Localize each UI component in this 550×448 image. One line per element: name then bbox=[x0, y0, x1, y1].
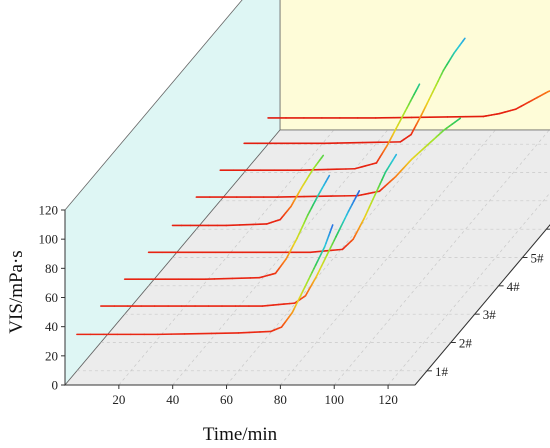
y-tick-label: 100 bbox=[39, 232, 59, 247]
y-tick-label: 60 bbox=[45, 290, 58, 305]
series-segment bbox=[356, 190, 361, 196]
z-tick-label: 5# bbox=[531, 251, 545, 266]
y-tick-label: 0 bbox=[52, 378, 59, 393]
y-tick-label: 40 bbox=[45, 319, 58, 334]
series-segment bbox=[456, 117, 462, 122]
series-8#-line bbox=[243, 37, 466, 145]
series-6#-line bbox=[195, 117, 462, 198]
series-segment bbox=[393, 153, 398, 159]
series-segment bbox=[462, 37, 466, 42]
tick-labels: 204060801001200204060801001201#2#3#4#5#6… bbox=[39, 203, 550, 407]
y-tick-label: 80 bbox=[45, 261, 58, 276]
y-axis-title: VIS/mPa·s bbox=[6, 250, 27, 333]
grid-line-x bbox=[118, 129, 335, 386]
series-group bbox=[76, 37, 550, 336]
series-3#-line bbox=[123, 174, 331, 280]
floor-grid bbox=[76, 129, 550, 386]
z-tick-label: 3# bbox=[483, 307, 497, 322]
z-tick-label: 1# bbox=[435, 364, 449, 379]
series-segment bbox=[330, 224, 334, 230]
grid-line-x bbox=[387, 192, 550, 386]
series-segment bbox=[547, 90, 550, 93]
x-tick-label: 120 bbox=[378, 392, 398, 407]
y-tick-label: 20 bbox=[45, 348, 58, 363]
series-4#-line bbox=[147, 153, 398, 254]
x-tick-label: 100 bbox=[324, 392, 344, 407]
grid-line-x bbox=[226, 129, 442, 386]
x-tick-label: 80 bbox=[274, 392, 287, 407]
grid-line-x bbox=[280, 129, 496, 386]
x-axis-title: Time/min bbox=[203, 424, 278, 445]
z-tick-label: 2# bbox=[459, 336, 473, 351]
z-tick-label: 4# bbox=[507, 279, 520, 294]
series-5#-line bbox=[171, 154, 325, 227]
series-segment bbox=[416, 83, 421, 89]
x-tick-label: 20 bbox=[112, 392, 125, 407]
grid-line-x bbox=[333, 129, 550, 386]
series-segment bbox=[326, 174, 331, 180]
x-tick-label: 60 bbox=[220, 392, 233, 407]
series-7#-line bbox=[219, 83, 421, 172]
series-1#-line bbox=[76, 224, 334, 336]
series-2#-line bbox=[100, 190, 361, 307]
x-tick-label: 40 bbox=[166, 392, 179, 407]
y-tick-label: 120 bbox=[39, 203, 59, 218]
series-segment bbox=[320, 154, 325, 159]
grid-line-x bbox=[172, 129, 388, 386]
